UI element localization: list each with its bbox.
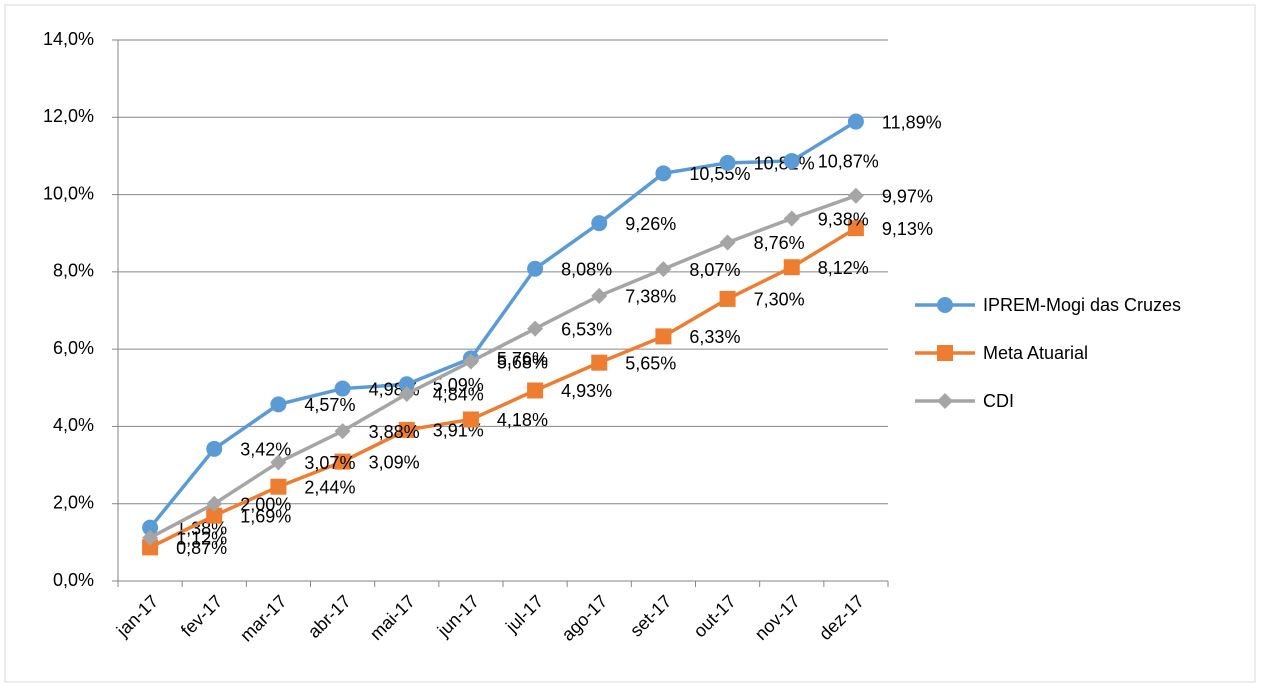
data-label: 4,93% xyxy=(561,381,612,401)
point xyxy=(142,529,159,546)
data-label: 5,76% xyxy=(497,349,548,369)
data-label: 6,33% xyxy=(689,327,740,347)
legend-marker xyxy=(937,345,953,361)
point xyxy=(462,353,479,370)
data-label: 4,57% xyxy=(304,395,355,415)
data-label: 10,82% xyxy=(754,154,815,174)
data-label: 2,00% xyxy=(240,494,291,514)
series-line xyxy=(149,194,857,540)
data-label: 8,08% xyxy=(561,260,612,280)
data-label: 5,68% xyxy=(497,352,548,372)
y-tick-label: 12,0% xyxy=(43,106,94,126)
point xyxy=(719,290,736,307)
point xyxy=(783,152,800,169)
point xyxy=(655,261,672,278)
point xyxy=(719,234,736,251)
data-label: 4,84% xyxy=(433,385,484,405)
point xyxy=(462,411,479,428)
data-label: 3,09% xyxy=(369,452,420,472)
point xyxy=(591,287,608,304)
data-label: 8,76% xyxy=(754,233,805,253)
point xyxy=(591,354,608,371)
data-label: 9,26% xyxy=(625,214,676,234)
point xyxy=(334,380,351,397)
data-label: 6,53% xyxy=(561,319,612,339)
series-line xyxy=(149,226,857,549)
data-label: 2,44% xyxy=(304,477,355,497)
point xyxy=(334,423,351,440)
data-label: 9,38% xyxy=(818,209,869,229)
y-tick-label: 2,0% xyxy=(53,492,94,512)
legend-label: IPREM-Mogi das Cruzes xyxy=(983,295,1181,315)
data-label: 8,07% xyxy=(689,260,740,280)
point xyxy=(655,165,672,182)
data-label: 5,65% xyxy=(625,353,676,373)
point xyxy=(527,260,544,277)
point xyxy=(142,539,159,556)
point xyxy=(527,382,544,399)
point xyxy=(334,453,351,470)
point xyxy=(206,495,223,512)
data-label: 7,30% xyxy=(754,290,805,310)
legend-label: Meta Atuarial xyxy=(983,343,1088,363)
point xyxy=(142,519,159,536)
point xyxy=(270,454,287,471)
point xyxy=(206,507,223,524)
point xyxy=(719,154,736,171)
data-label: 9,13% xyxy=(882,219,933,239)
point xyxy=(270,396,287,413)
legend-marker xyxy=(937,297,953,313)
data-label: 1,69% xyxy=(240,506,291,526)
data-label: 3,42% xyxy=(240,440,291,460)
point xyxy=(591,215,608,232)
y-tick-label: 4,0% xyxy=(53,415,94,435)
point xyxy=(847,187,864,204)
legend-marker xyxy=(937,393,953,409)
legend-label: CDI xyxy=(983,391,1014,411)
data-label: 1,12% xyxy=(176,528,227,548)
point xyxy=(783,210,800,227)
point xyxy=(398,385,415,402)
point xyxy=(847,113,864,130)
y-tick-label: 10,0% xyxy=(43,183,94,203)
data-label: 0,87% xyxy=(176,538,227,558)
data-label: 10,87% xyxy=(818,152,879,172)
y-tick-label: 8,0% xyxy=(53,261,94,281)
point xyxy=(527,320,544,337)
point xyxy=(398,421,415,438)
point xyxy=(783,259,800,276)
point xyxy=(206,440,223,457)
data-label: 11,89% xyxy=(882,112,942,132)
data-label: 8,12% xyxy=(818,258,869,278)
chart-frame xyxy=(4,4,1256,683)
data-label: 10,55% xyxy=(689,164,750,184)
point xyxy=(655,328,672,345)
data-label: 7,38% xyxy=(625,287,676,307)
point xyxy=(398,376,415,393)
y-tick-label: 0,0% xyxy=(53,570,94,590)
data-label: 9,97% xyxy=(882,186,933,206)
point xyxy=(847,220,864,237)
data-label: 3,88% xyxy=(369,422,420,442)
data-label: 3,07% xyxy=(304,453,355,473)
point xyxy=(270,478,287,495)
y-tick-label: 14,0% xyxy=(43,29,94,49)
data-label: 5,09% xyxy=(433,375,484,395)
y-tick-label: 6,0% xyxy=(53,338,94,358)
series-line xyxy=(148,120,857,529)
data-label: 4,18% xyxy=(497,410,548,430)
